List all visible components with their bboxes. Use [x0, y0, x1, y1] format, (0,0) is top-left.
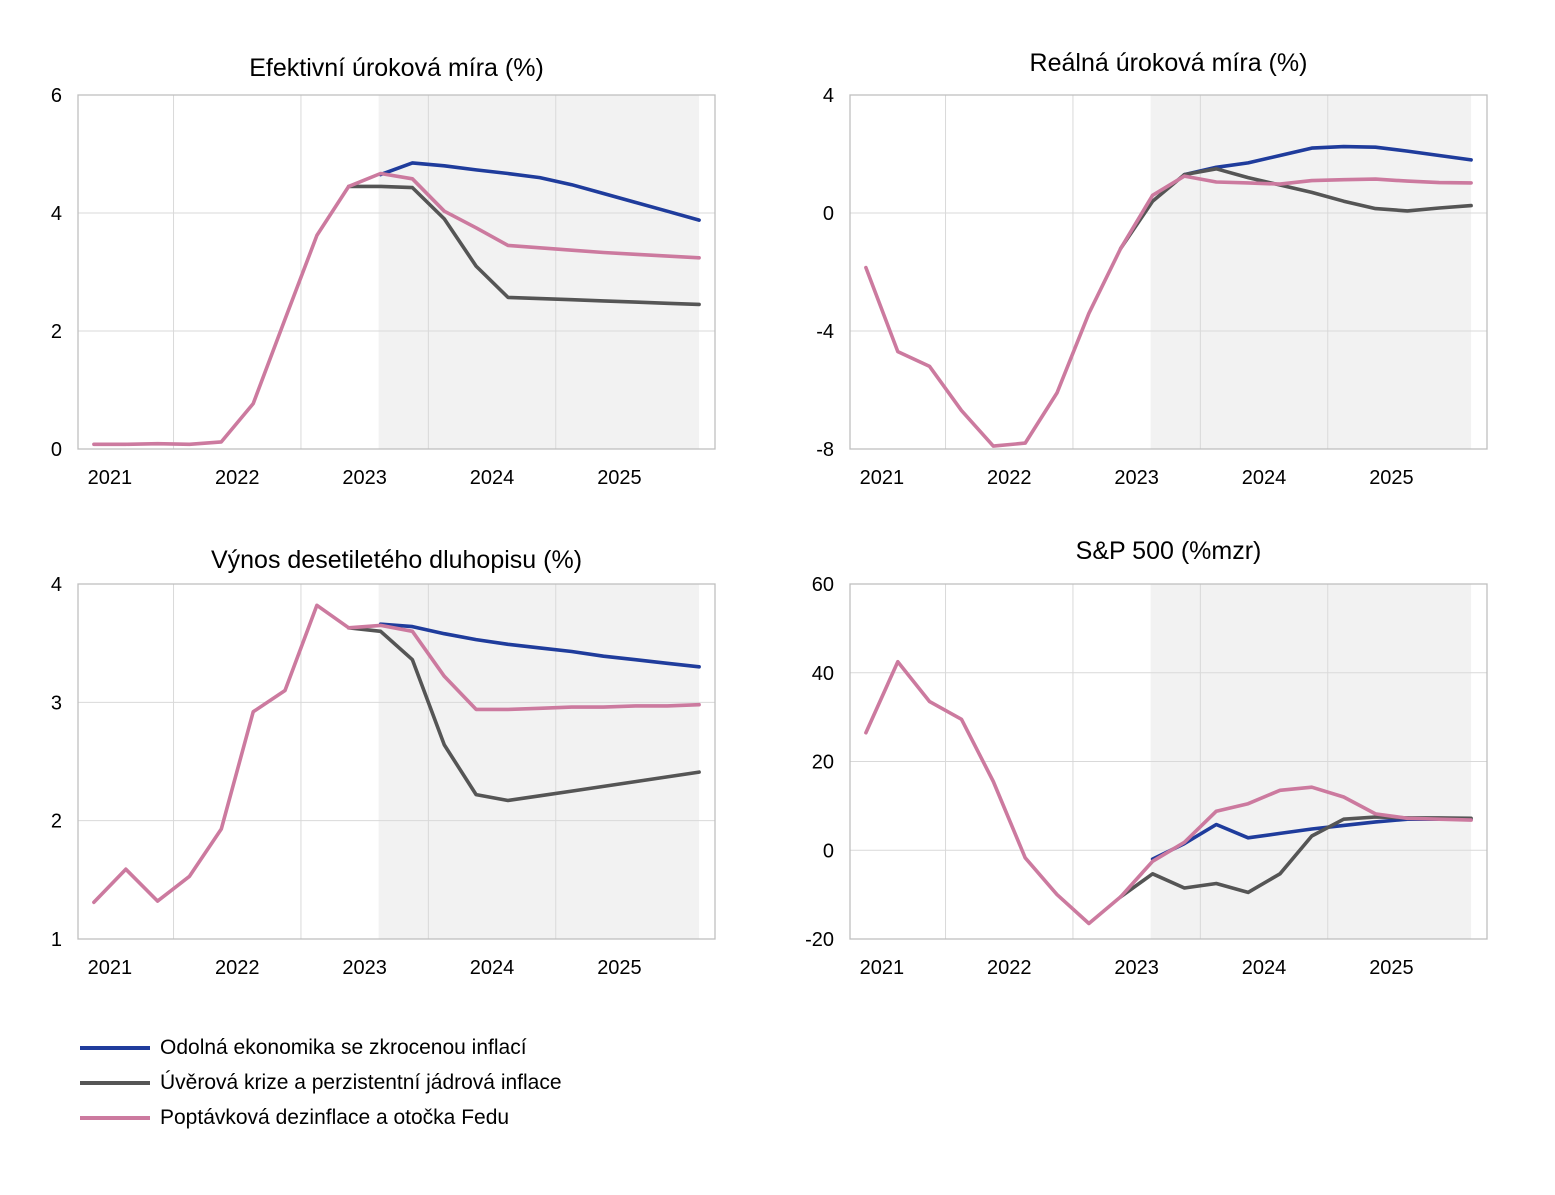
series-line-1	[378, 622, 701, 669]
y-tick-label: 4	[823, 85, 834, 107]
chart-real-rate: Reálná úroková míra (%) -8 -4 0 4 2021 2022 202…	[816, 49, 1488, 489]
legend-swatch	[80, 1080, 150, 1085]
forecast-shading	[378, 95, 700, 449]
y-tick-label: 4	[51, 203, 62, 225]
legend-label: Poptávková dezinflace a otočka Fedu	[160, 1105, 510, 1129]
forecast-shading	[378, 584, 700, 939]
y-tick-label: 40	[812, 663, 834, 685]
chart-title: Efektivní úroková míra (%)	[249, 54, 544, 82]
y-tick-label: 60	[812, 574, 834, 596]
y-tick-label: 0	[823, 203, 834, 225]
y-tick-label: -4	[816, 321, 834, 343]
plot-frame	[849, 583, 1488, 940]
chart-effective-rate: Efektivní úroková míra (%) 0 2 4 6 2021 2022 20…	[51, 54, 716, 489]
y-tick-label: 2	[51, 321, 62, 343]
x-tick-label: 2023	[1114, 467, 1159, 489]
x-tick-label: 2023	[342, 957, 387, 979]
series-line-1	[1182, 144, 1473, 177]
x-tick-label: 2021	[860, 467, 905, 489]
x-tick-label: 2024	[1242, 957, 1287, 979]
y-tick-label: 2	[51, 811, 62, 833]
y-tick-label: 3	[51, 692, 62, 714]
y-tick-label: 1	[51, 929, 62, 951]
legend: Odolná ekonomika se zkrocenou inflací Úvě…	[80, 1030, 562, 1135]
x-tick-label: 2024	[1242, 467, 1287, 489]
series-line-2	[346, 626, 701, 803]
x-tick-label: 2022	[215, 467, 260, 489]
legend-item: Poptávková dezinflace a otočka Fedu	[80, 1100, 562, 1135]
y-tick-label: 6	[51, 85, 62, 107]
x-tick-label: 2022	[987, 957, 1032, 979]
legend-item: Úvěrová krize a perzistentní jádrová inf…	[80, 1065, 562, 1100]
legend-swatch	[80, 1045, 150, 1050]
y-tick-label: 4	[51, 574, 62, 596]
x-tick-label: 2025	[597, 467, 642, 489]
x-tick-label: 2024	[470, 467, 515, 489]
x-tick-label: 2025	[1369, 467, 1414, 489]
x-tick-label: 2021	[88, 467, 133, 489]
plot-frame	[77, 583, 716, 940]
x-tick-label: 2024	[470, 957, 515, 979]
y-tick-label: 0	[51, 439, 62, 461]
legend-label: Odolná ekonomika se zkrocenou inflací	[160, 1035, 527, 1059]
y-tick-label: -20	[805, 929, 834, 951]
x-tick-label: 2021	[860, 957, 905, 979]
y-tick-label: -8	[816, 439, 834, 461]
chart-sp500: S&P 500 (%mzr) -20 0 20 40 60 2021 2022 2023 2024…	[805, 537, 1488, 979]
x-tick-label: 2025	[1369, 957, 1414, 979]
chart-title: Výnos desetiletého dluhopisu (%)	[211, 546, 582, 574]
chart-bond-yield: Výnos desetiletého dluhopisu (%) 1 2 3 4 2021…	[51, 546, 716, 979]
series-line-3	[92, 603, 701, 905]
x-tick-label: 2023	[1114, 957, 1159, 979]
x-tick-label: 2025	[597, 957, 642, 979]
chart-title: S&P 500 (%mzr)	[1076, 537, 1262, 565]
x-tick-label: 2021	[88, 957, 133, 979]
series-line-3	[92, 171, 701, 447]
series-line-1	[378, 161, 701, 222]
series-line-2	[346, 184, 701, 307]
legend-swatch	[80, 1115, 150, 1120]
chart-title: Reálná úroková míra (%)	[1030, 49, 1308, 77]
plot-frame	[77, 94, 716, 450]
y-tick-label: 0	[823, 840, 834, 862]
series-line-3	[864, 174, 1473, 448]
x-tick-label: 2023	[342, 467, 387, 489]
legend-item: Odolná ekonomika se zkrocenou inflací	[80, 1030, 562, 1065]
x-tick-label: 2022	[215, 957, 260, 979]
series-line-3	[864, 659, 1473, 926]
x-tick-label: 2022	[987, 467, 1032, 489]
plot-frame	[849, 94, 1488, 450]
legend-label: Úvěrová krize a perzistentní jádrová inf…	[160, 1070, 562, 1094]
y-tick-label: 20	[812, 752, 834, 774]
